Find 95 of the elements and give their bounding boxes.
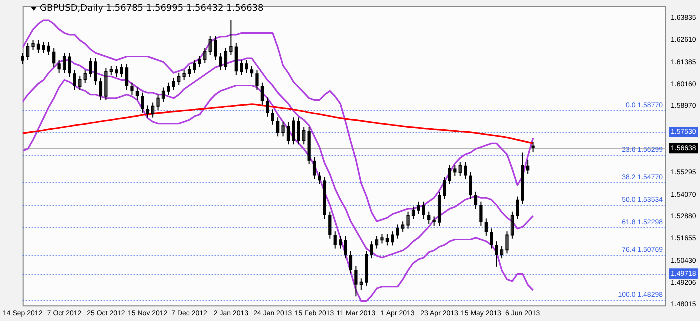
candlestick	[286, 122, 290, 146]
candlestick	[73, 69, 76, 91]
candlestick	[26, 42, 30, 61]
candlestick	[136, 87, 139, 101]
candlestick	[182, 69, 186, 81]
candlestick	[386, 234, 390, 246]
candlestick	[42, 42, 46, 54]
candlestick	[84, 69, 87, 84]
candlestick	[516, 196, 520, 220]
candlestick	[339, 236, 342, 250]
candlestick	[282, 122, 285, 138]
candlestick	[120, 63, 124, 78]
candlestick	[428, 211, 431, 224]
candlestick	[21, 52, 24, 64]
candlestick	[318, 172, 322, 185]
candlestick	[469, 172, 472, 200]
candlestick	[312, 156, 316, 180]
candlestick	[432, 216, 436, 226]
candlestick	[198, 56, 202, 68]
candlestick	[391, 231, 394, 246]
candlestick	[349, 250, 353, 274]
candlestick	[354, 266, 358, 298]
candlestick	[271, 109, 274, 126]
candlestick	[422, 201, 426, 220]
candlestick	[490, 228, 494, 250]
candlestick	[214, 36, 218, 61]
candlestick	[62, 52, 66, 74]
candlestick	[104, 67, 108, 101]
candlestick	[240, 60, 244, 76]
candlestick	[260, 82, 264, 106]
candlestick	[464, 162, 468, 180]
candlestick	[130, 82, 134, 96]
candlestick	[245, 60, 248, 74]
candlestick	[443, 176, 446, 200]
candlestick	[328, 211, 332, 240]
candlestick	[448, 164, 452, 185]
candlestick	[256, 69, 259, 91]
candlestick	[297, 117, 300, 146]
candlestick	[167, 82, 170, 96]
candlestick	[276, 117, 280, 138]
candlestick	[302, 126, 306, 146]
candlestick	[495, 241, 498, 268]
candlestick	[219, 52, 222, 71]
candlestick	[480, 201, 483, 226]
candlestick	[402, 221, 405, 232]
candlestick	[292, 117, 296, 146]
candlestick	[68, 52, 72, 78]
candlestick	[506, 231, 509, 254]
candlestick	[208, 36, 212, 56]
candlestick	[32, 40, 35, 51]
candlestick	[396, 224, 400, 240]
candlestick	[172, 77, 176, 91]
candlestick	[380, 234, 384, 244]
candlestick	[36, 40, 40, 54]
candlestick	[52, 48, 56, 68]
candlestick	[94, 58, 98, 86]
candlestick	[454, 164, 457, 177]
candlestick	[188, 65, 192, 78]
candlestick	[152, 102, 155, 118]
candlestick	[370, 241, 374, 260]
candlestick	[224, 48, 228, 71]
candlestick	[110, 65, 113, 76]
candlestick	[474, 191, 478, 210]
candlestick	[78, 75, 82, 91]
candlestick	[115, 65, 118, 78]
candlestick	[365, 250, 368, 286]
candlestick	[458, 162, 462, 177]
candlestick	[406, 211, 410, 230]
candlestick	[250, 65, 254, 78]
candlestick	[334, 231, 337, 250]
candlestick	[89, 58, 92, 78]
candlestick	[204, 48, 207, 64]
candlestick	[156, 94, 160, 111]
candlestick	[344, 236, 348, 260]
candlestick	[178, 72, 181, 86]
candlestick	[521, 152, 524, 205]
candlestick	[141, 92, 144, 114]
candlestick	[417, 201, 420, 215]
candlestick	[230, 19, 233, 56]
candlestick	[375, 236, 379, 250]
candlestick	[99, 77, 103, 101]
candlestick	[58, 60, 61, 74]
candlestick	[510, 211, 514, 240]
candlestick	[484, 218, 488, 236]
candlestick	[162, 87, 166, 103]
candlestick	[412, 206, 416, 220]
candlestick	[47, 42, 50, 56]
candlestick	[532, 141, 535, 153]
candlestick	[360, 278, 363, 291]
candlestick	[438, 191, 442, 226]
candlestick	[266, 97, 270, 118]
candlestick	[193, 60, 196, 74]
chart-title: GBPUSD,Daily 1.56785 1.56995 1.56432 1.56638	[40, 4, 264, 14]
candlestick	[500, 246, 504, 260]
candlestick	[125, 63, 129, 91]
